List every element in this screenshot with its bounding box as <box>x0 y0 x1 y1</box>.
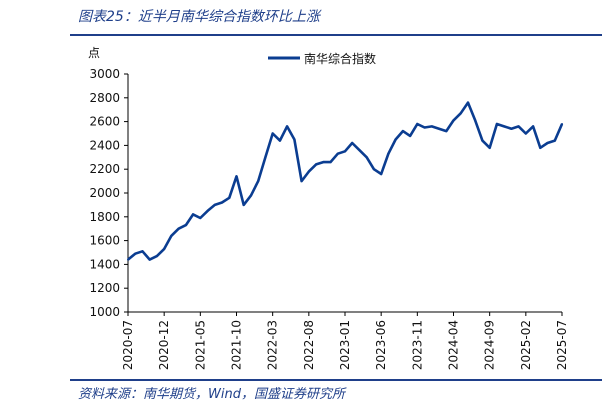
data-point <box>466 101 469 104</box>
legend-label: 南华综合指数 <box>304 51 376 66</box>
x-tick-label: 2023-06 <box>374 320 388 370</box>
y-tick-label: 2200 <box>89 162 120 176</box>
series-line-nanhua-index <box>127 101 564 261</box>
data-point <box>430 125 433 128</box>
data-point <box>329 161 332 164</box>
x-tick-label: 2020-12 <box>157 320 171 370</box>
data-point <box>286 125 289 128</box>
x-tick-label: 2023-11 <box>410 320 424 370</box>
y-tick-label: 1000 <box>89 305 120 319</box>
data-point <box>192 213 195 216</box>
data-point <box>278 139 281 142</box>
data-point <box>495 122 498 125</box>
x-tick-label: 2023-01 <box>338 320 352 370</box>
chart-title: 图表25：近半月南华综合指数环比上涨 <box>78 9 320 25</box>
data-point <box>539 146 542 149</box>
data-point <box>481 139 484 142</box>
y-tick-label: 3000 <box>89 67 120 81</box>
data-point <box>228 196 231 199</box>
data-point <box>322 161 325 164</box>
data-point <box>503 125 506 128</box>
data-point <box>264 156 267 159</box>
data-point <box>372 168 375 171</box>
y-tick-label: 1200 <box>89 281 120 295</box>
x-tick-label: 2020-07 <box>121 320 135 370</box>
y-tick-label: 1600 <box>89 234 120 248</box>
data-point <box>163 247 166 250</box>
data-point <box>517 125 520 128</box>
data-point <box>134 252 137 255</box>
x-tick-label: 2025-07 <box>555 320 569 370</box>
data-point <box>242 203 245 206</box>
data-point <box>344 150 346 153</box>
data-point <box>459 112 462 115</box>
data-point <box>221 201 224 204</box>
x-tick-label: 2025-02 <box>519 320 533 370</box>
data-point <box>249 194 252 197</box>
data-point <box>184 224 187 227</box>
data-point <box>271 132 274 135</box>
chart-axes: 1000 1200 1400 1600 1800 2000 2200 2400 2600 2800… <box>89 67 569 370</box>
data-point <box>452 119 455 122</box>
footer-rule <box>70 379 602 381</box>
y-tick-label: 2000 <box>89 186 120 200</box>
data-point <box>380 172 383 175</box>
data-point <box>300 180 303 183</box>
data-point <box>141 250 144 253</box>
data-point <box>532 125 535 128</box>
data-point <box>553 139 556 142</box>
data-point <box>401 130 404 133</box>
data-point <box>235 175 238 178</box>
x-tick-label: 2024-04 <box>447 320 461 370</box>
data-point <box>336 152 339 155</box>
y-tick-label: 2800 <box>89 91 120 105</box>
data-point <box>213 203 216 206</box>
data-point <box>510 127 513 130</box>
data-point <box>445 130 448 133</box>
data-point <box>199 216 202 219</box>
data-point <box>387 152 390 155</box>
data-point <box>524 132 527 135</box>
data-point <box>488 146 491 149</box>
data-point <box>177 227 180 230</box>
data-point <box>365 156 368 159</box>
data-point <box>257 180 260 183</box>
data-point <box>155 255 158 258</box>
data-point <box>416 122 419 125</box>
data-point <box>423 126 426 129</box>
data-point <box>409 134 412 137</box>
data-point <box>206 209 209 212</box>
x-tick-label: 2024-09 <box>483 320 497 370</box>
data-point <box>546 142 549 145</box>
data-point <box>351 142 354 145</box>
data-point <box>307 170 310 173</box>
data-point <box>561 122 563 125</box>
y-tick-label: 1400 <box>89 257 120 271</box>
data-point <box>127 258 129 261</box>
data-point <box>148 258 151 261</box>
y-axis-unit-label: 点 <box>88 46 101 60</box>
y-tick-label: 2600 <box>89 115 120 129</box>
header-rule <box>70 34 602 36</box>
x-tick-label: 2021-10 <box>230 320 244 370</box>
data-point <box>394 138 397 141</box>
data-point <box>293 138 296 141</box>
y-tick-label: 2400 <box>89 138 120 152</box>
x-tick-label: 2022-03 <box>266 320 280 370</box>
series-layer <box>127 101 564 261</box>
x-tick-label: 2021-05 <box>193 320 207 370</box>
data-point <box>438 127 441 130</box>
data-point <box>315 163 318 166</box>
y-tick-label: 1800 <box>89 210 120 224</box>
x-tick-label: 2022-08 <box>302 320 316 370</box>
data-point <box>474 119 477 122</box>
data-point <box>170 234 173 237</box>
data-point <box>358 149 361 152</box>
legend: 南华综合指数 <box>268 51 376 66</box>
source-note: 资料来源：南华期货，Wind，国盛证券研究所 <box>78 387 345 402</box>
